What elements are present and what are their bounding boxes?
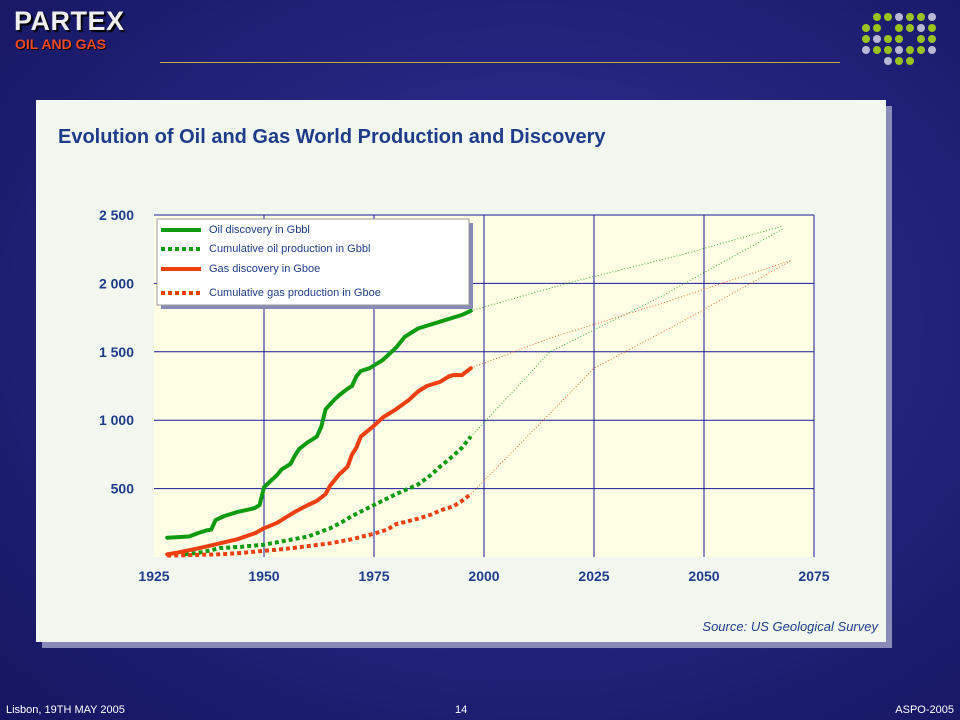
dot	[862, 46, 870, 54]
projection-line	[470, 228, 784, 437]
brand-subtitle: OIL AND GAS	[15, 36, 107, 52]
dot	[928, 46, 936, 54]
footer-page-number: 14	[455, 704, 468, 716]
legend-box	[156, 218, 470, 306]
dot	[917, 35, 925, 43]
dot	[862, 24, 870, 32]
dot	[873, 46, 881, 54]
x-tick-label: 2000	[468, 568, 499, 584]
dot	[928, 13, 936, 21]
x-tick-label: 1975	[358, 568, 389, 584]
dot	[873, 13, 881, 21]
x-tick-label: 2025	[578, 568, 609, 584]
dot	[917, 24, 925, 32]
axis-labels: 1925 1950 1975 2000 2025 2050 2075 500 1 000 1 50…	[99, 207, 830, 584]
partex-logo: PARTEX OIL AND GAS	[14, 6, 125, 52]
slide-content-card: Evolution of Oil and Gas World Productio…	[36, 100, 886, 642]
y-tick-label: 2 000	[99, 275, 134, 291]
dot	[862, 35, 870, 43]
chart-legend: Oil discovery in Gbbl Cumulative oil prod…	[156, 218, 473, 309]
brand-name: PARTEX	[14, 6, 125, 36]
dot	[895, 13, 903, 21]
footer-event: ASPO-2005	[895, 704, 954, 716]
dot	[895, 46, 903, 54]
dot	[906, 13, 914, 21]
dot	[906, 24, 914, 32]
legend-label: Oil discovery in Gbbl	[209, 224, 310, 236]
x-tick-label: 2075	[798, 568, 829, 584]
header-divider	[160, 62, 840, 63]
dot	[928, 35, 936, 43]
dot	[917, 13, 925, 21]
footer-location-date: Lisbon, 19TH MAY 2005	[6, 704, 125, 716]
decorative-dot-grid	[862, 13, 936, 65]
projection-line	[470, 259, 793, 495]
series-line-cumulative-gas-production-in-gboe	[167, 492, 473, 558]
x-tick-label: 1950	[248, 568, 279, 584]
dot	[895, 24, 903, 32]
dot	[895, 35, 903, 43]
dot	[884, 46, 892, 54]
legend-label: Gas discovery in Gboe	[209, 263, 320, 275]
dot	[884, 35, 892, 43]
source-note: Source: US Geological Survey	[702, 619, 878, 634]
dot	[873, 35, 881, 43]
legend-label: Cumulative oil production in Gbbl	[209, 243, 370, 255]
dot	[884, 13, 892, 21]
series-line-gas-discovery-in-gboe	[165, 366, 473, 557]
dot	[917, 46, 925, 54]
dot	[928, 24, 936, 32]
y-tick-label: 1 000	[99, 412, 134, 428]
x-tick-label: 1925	[138, 568, 169, 584]
dot	[873, 24, 881, 32]
dot	[906, 46, 914, 54]
legend-label: Cumulative gas production in Gboe	[209, 287, 381, 299]
dot	[895, 57, 903, 65]
series-lines	[165, 308, 473, 558]
projection-line	[470, 259, 793, 369]
projection-lines	[470, 225, 793, 495]
dot	[884, 57, 892, 65]
slide-title: Evolution of Oil and Gas World Productio…	[58, 126, 606, 148]
series-line-oil-discovery-in-gbbl	[165, 308, 473, 540]
x-tick-label: 2050	[688, 568, 719, 584]
y-tick-label: 2 500	[99, 207, 134, 223]
y-tick-label: 1 500	[99, 344, 134, 360]
series-line-cumulative-oil-production-in-gbbl	[184, 435, 473, 557]
production-discovery-chart: 1925 1950 1975 2000 2025 2050 2075 500 1 000 1 50…	[99, 207, 830, 584]
dot	[906, 57, 914, 65]
y-tick-label: 500	[111, 481, 135, 497]
